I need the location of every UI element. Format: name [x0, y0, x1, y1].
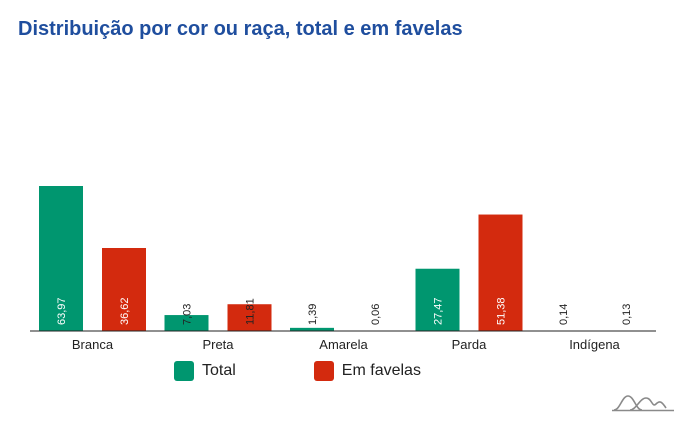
chart-title: Distribuição por cor ou raça, total e em… [18, 18, 463, 40]
value-label: 1,39 [307, 304, 319, 325]
bar-preta-total[interactable] [164, 315, 209, 331]
category-label-parda: Parda [452, 337, 487, 352]
value-label: 11,81 [245, 298, 257, 325]
labels-layer: 63,97 36,62 Branca 7,03 11,81 Preta 1,39 0,06Am… [56, 297, 633, 352]
value-label: 51,38 [496, 297, 508, 325]
value-label: 27,47 [433, 297, 445, 325]
bar-chart: 63,97 36,62 Branca 7,03 11,81 Preta 1,39 0,06Am… [30, 186, 656, 352]
value-label: 0,14 [558, 304, 570, 325]
legend-item-total[interactable]: Total [174, 361, 236, 381]
bar-preta-favelas[interactable] [227, 304, 272, 331]
bar-branca-favelas[interactable] [102, 247, 146, 331]
legend-swatch-favelas [313, 361, 334, 381]
value-label: 0,13 [621, 304, 633, 325]
bar-branca-total[interactable] [39, 186, 83, 331]
legend-item-favelas[interactable]: Em favelas [313, 361, 421, 381]
category-label-preta: Preta [202, 337, 234, 352]
mountain-logo-icon [612, 395, 674, 412]
value-label: 0,06 [370, 304, 382, 325]
value-label: 7,03 [182, 304, 194, 325]
category-label-amarela: Amarela [319, 337, 368, 352]
category-label-branca: Branca [72, 337, 114, 352]
legend-swatch-total [174, 361, 194, 381]
legend-label-favelas: Em favelas [341, 362, 421, 379]
bars-layer [39, 186, 648, 331]
bar-parda-favelas[interactable] [478, 214, 523, 331]
legend-label-total: Total [202, 362, 236, 379]
value-label: 63,97 [56, 297, 68, 325]
bar-parda-total[interactable] [415, 268, 460, 331]
category-label-indígena: Indígena [569, 337, 620, 352]
value-label: 36,62 [119, 297, 131, 325]
bar-amarela-total[interactable] [290, 327, 334, 331]
legend: Total Em favelas [174, 361, 421, 381]
